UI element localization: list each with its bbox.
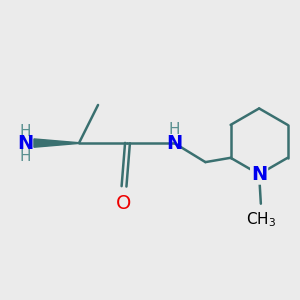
Text: O: O	[116, 194, 132, 213]
Polygon shape	[34, 139, 79, 147]
Text: N: N	[166, 134, 182, 153]
Text: N: N	[251, 165, 267, 184]
Text: CH$_3$: CH$_3$	[246, 211, 276, 229]
Text: H: H	[169, 122, 180, 137]
Text: H: H	[20, 124, 31, 140]
Text: N: N	[17, 134, 33, 153]
Text: H: H	[20, 149, 31, 164]
